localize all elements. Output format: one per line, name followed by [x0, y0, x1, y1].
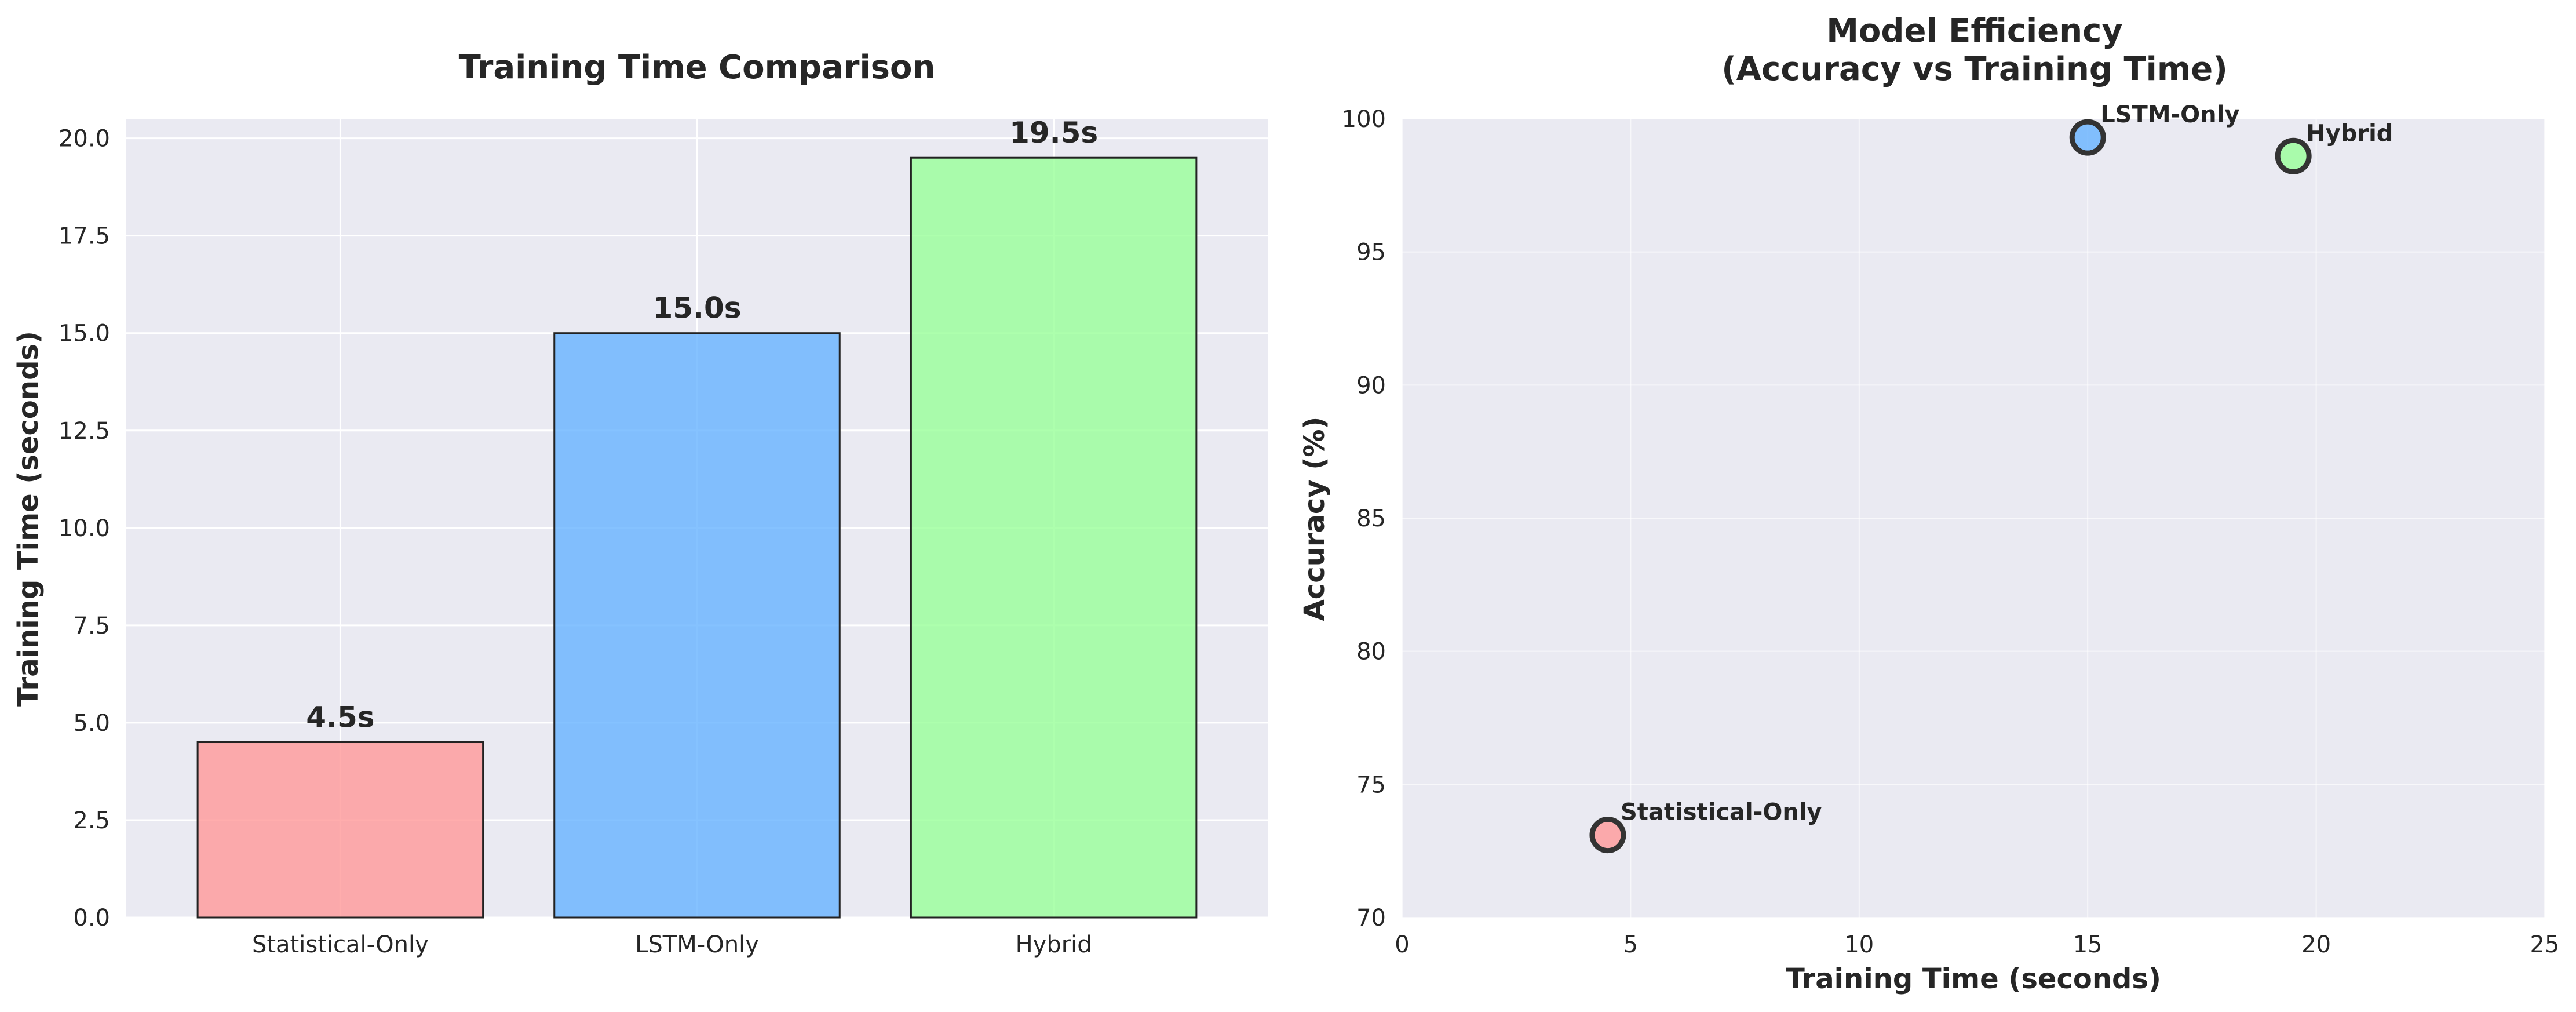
scatter-chart-x-tick-label: 5: [1623, 931, 1638, 958]
scatter-chart-y-tick-label: 90: [1356, 372, 1386, 399]
scatter-chart-x-tick-label: 20: [2301, 931, 2331, 958]
bar-chart-y-tick-label: 20.0: [59, 126, 110, 152]
bar-chart-x-tick-label: Hybrid: [1016, 931, 1092, 958]
bar-chart-y-tick-label: 10.0: [59, 515, 110, 542]
scatter-chart-y-tick-label: 70: [1356, 905, 1386, 931]
point-hybrid: [2275, 137, 2312, 174]
point-label: Hybrid: [2306, 120, 2393, 147]
bar-data-label: 4.5s: [306, 701, 374, 734]
scatter-chart-y-axis-label: Accuracy (%): [1298, 417, 1331, 621]
scatter-chart-x-ticks: 0 5 10 15 20 25: [1395, 931, 2559, 958]
bar-chart-x-ticks: Statistical-Only LSTM-Only Hybrid: [252, 931, 1092, 958]
scatter-chart-point-labels: Statistical-Only LSTM-Only Hybrid: [1621, 101, 2393, 825]
bar-chart-y-tick-label: 12.5: [59, 418, 110, 445]
scatter-chart-x-tick-label: 25: [2530, 931, 2560, 958]
bar-chart-y-tick-label: 0.0: [73, 905, 110, 931]
scatter-chart-y-tick-label: 100: [1342, 106, 1386, 133]
bar-data-label: 15.0s: [652, 292, 741, 325]
bar-chart-y-axis-label: Training Time (seconds): [12, 331, 45, 707]
point-label: LSTM-Only: [2100, 101, 2239, 128]
bar-chart-title: Training Time Comparison: [459, 49, 936, 86]
scatter-chart-x-axis-label: Training Time (seconds): [1786, 963, 2161, 995]
bar-chart-x-tick-label: Statistical-Only: [252, 931, 429, 958]
point-label: Statistical-Only: [1621, 799, 1822, 826]
bar-chart-y-tick-label: 17.5: [59, 223, 110, 250]
bar-chart-y-tick-label: 15.0: [59, 321, 110, 347]
bar-chart-x-tick-label: LSTM-Only: [635, 931, 759, 958]
bar-chart-y-ticks: 0.0 2.5 5.0 7.5 10.0 12.5 15.0 17.5 20.0: [59, 126, 110, 931]
point-statistical-only: [1589, 817, 1626, 854]
scatter-chart-title-line-2: (Accuracy vs Training Time): [1721, 50, 2228, 88]
scatter-chart-points: [1589, 119, 2312, 854]
scatter-chart-x-tick-label: 0: [1395, 931, 1409, 958]
point-lstm-only: [2069, 119, 2106, 156]
bar-chart-y-tick-label: 7.5: [73, 613, 110, 639]
training-time-bar-chart: Training Time Comparison Training Time (…: [12, 49, 1268, 958]
model-efficiency-scatter-chart: Model Efficiency (Accuracy vs Training T…: [1298, 12, 2559, 995]
bar-statistical-only: [196, 741, 484, 919]
scatter-chart-y-tick-label: 95: [1356, 239, 1386, 266]
scatter-chart-title-line-1: Model Efficiency: [1826, 12, 2123, 50]
scatter-chart-y-tick-label: 80: [1356, 639, 1386, 665]
bar-lstm-only: [553, 332, 841, 919]
bar-chart-bars: [196, 156, 1198, 919]
bar-chart-data-labels: 4.5s 15.0s 19.5s: [306, 116, 1098, 734]
scatter-chart-gridlines: [1402, 118, 2545, 918]
scatter-chart-y-ticks: 70 75 80 85 90 95 100: [1342, 106, 1386, 931]
bar-hybrid: [910, 156, 1198, 919]
scatter-chart-x-tick-label: 10: [1844, 931, 1874, 958]
bar-chart-y-tick-label: 5.0: [73, 710, 110, 737]
bar-data-label: 19.5s: [1009, 116, 1098, 150]
bar-chart-y-tick-label: 2.5: [73, 807, 110, 834]
scatter-chart-y-tick-label: 75: [1356, 771, 1386, 798]
scatter-chart-x-tick-label: 15: [2073, 931, 2103, 958]
scatter-chart-y-tick-label: 85: [1356, 505, 1386, 532]
